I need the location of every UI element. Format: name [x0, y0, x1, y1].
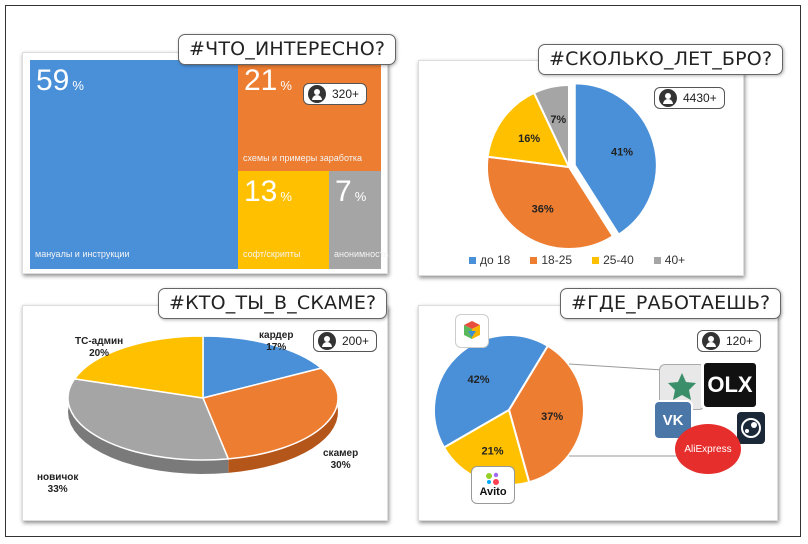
pie-data-label: 36%	[532, 204, 554, 216]
outer-frame	[5, 5, 801, 537]
legend-item: 25-40	[592, 253, 634, 267]
treemap-label: софт/скрипты	[243, 249, 301, 259]
pie-chart-who	[67, 335, 339, 474]
pie-slice	[201, 367, 339, 460]
pie-slice	[202, 335, 323, 399]
treemap-value: 7%	[335, 175, 367, 208]
pie-slice	[73, 335, 204, 399]
pie-label-carder: кардер 17%	[259, 330, 294, 353]
pie-label-newbie: новичок 33%	[37, 472, 79, 495]
pie-slice-side	[228, 368, 338, 473]
pie-label-ts-admin: ТС-админ 20%	[75, 336, 124, 359]
treemap-value: 59%	[36, 64, 84, 97]
aliexpress-logo: AliExpress	[675, 424, 741, 474]
pie-slice	[573, 82, 658, 236]
treemap-label: анонимность	[334, 249, 389, 259]
treemap-cell-anonymity: 7% анонимность	[329, 171, 389, 269]
pie-label-scammer: скамер 30%	[323, 448, 359, 471]
count-badge: 120+	[697, 330, 762, 352]
treemap-cell-software: 13% софт/скрипты	[238, 171, 329, 269]
chart-legend: до 18 18-25 25-40 40+	[469, 253, 685, 267]
yula-logo-icon	[455, 314, 489, 348]
badge-count: 200+	[342, 334, 370, 348]
pie-data-label: 16%	[518, 133, 540, 145]
pie-slice	[433, 334, 550, 449]
olx-logo: OLX	[701, 360, 759, 410]
treemap-label: мануалы и инструкции	[35, 249, 130, 259]
pie-slice	[486, 155, 615, 250]
treemap-value: 21%	[244, 64, 292, 97]
legend-item: 40+	[653, 253, 685, 267]
pie-data-label: 42%	[468, 374, 490, 386]
steam-logo-icon	[735, 410, 767, 446]
connector-line	[568, 363, 664, 371]
pie-slice	[532, 83, 570, 168]
pie-data-label: 41%	[611, 147, 633, 159]
users-icon	[659, 89, 677, 107]
users-icon	[318, 332, 336, 350]
pie-data-label: 37%	[541, 411, 563, 423]
treemap-cell-manuals: 59% мануалы и инструкции	[30, 60, 238, 269]
avito-logo-icon: Avito	[471, 466, 515, 504]
panel-age: 41% 36% 16% 7% 4430+ до 18 18-25 25-40 40+	[418, 60, 744, 276]
pie-slice-side	[68, 378, 229, 474]
panel-interesting: 59% мануалы и инструкции 21% схемы и при…	[22, 52, 388, 274]
pie-slice	[67, 378, 230, 461]
badge-count: 4430+	[683, 91, 717, 105]
badge-count: 120+	[726, 334, 754, 348]
users-icon	[702, 332, 720, 350]
treemap-value: 13%	[244, 175, 292, 208]
badge-count: 320+	[332, 87, 360, 101]
pie-data-label: 21%	[482, 445, 504, 457]
count-badge: 4430+	[654, 87, 725, 109]
hashtag-interesting: #ЧТО_ИНТЕРЕСНО?	[178, 34, 397, 65]
hashtag-who: #КТО_ТЫ_В_СКАМЕ?	[158, 288, 388, 319]
panel-who: 200+ кардер 17% скамер 30% новичок 33% ТС-а…	[22, 305, 388, 521]
count-badge: 200+	[313, 330, 378, 352]
pie-slice	[486, 91, 571, 169]
treemap-cell-schemes: 21% схемы и примеры заработка	[238, 60, 381, 171]
hashtag-age: #СКОЛЬКО_ЛЕТ_БРО?	[538, 44, 784, 75]
pie-data-label: 7%	[550, 114, 566, 126]
count-badge: 320+	[303, 83, 368, 105]
legend-item: 18-25	[530, 253, 572, 267]
pie-chart-age: 41% 36% 16% 7%	[486, 82, 658, 250]
hashtag-where: #ГДЕ_РАБОТАЕШЬ?	[560, 288, 782, 319]
panel-where: 42% 37% 21% 120+ Avito OLX VK AliExpress	[418, 305, 778, 521]
pie-slice	[507, 344, 585, 484]
users-icon	[308, 85, 326, 103]
legend-item: до 18	[469, 253, 510, 267]
treemap-label: схемы и примеры заработка	[243, 153, 363, 163]
